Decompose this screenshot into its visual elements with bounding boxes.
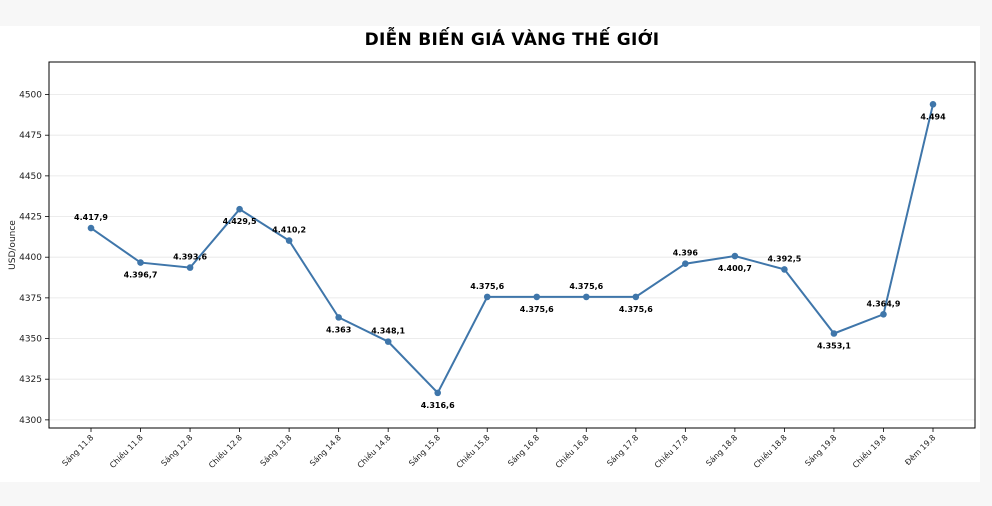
data-label: 4.396 — [673, 249, 699, 258]
data-point — [880, 310, 887, 318]
data-point — [384, 338, 392, 345]
y-tick-label: 4500 — [19, 91, 42, 101]
data-label: 4.393,6 — [173, 253, 207, 262]
data-label: 4.375,6 — [470, 282, 504, 291]
x-tick-label: Sáng 13.8 — [259, 433, 294, 468]
y-tick-label: 4400 — [19, 253, 42, 263]
x-tick-label: Sáng 14.8 — [308, 433, 343, 468]
data-point — [533, 293, 541, 301]
data-point — [781, 266, 788, 273]
data-label: 4.348,1 — [371, 327, 405, 336]
data-label: 4.375,6 — [520, 305, 554, 314]
data-point — [434, 389, 442, 397]
data-label: 4.410,2 — [272, 226, 306, 235]
x-tick-label: Sáng 18.8 — [704, 433, 739, 468]
x-tick-label: Chiều 17.8 — [652, 432, 690, 470]
data-labels: 4.417,9 4.396,7 4.393,6 4.429,5 4.410,2 4.363… — [74, 112, 946, 410]
x-tick-label: Sáng 17.8 — [605, 433, 640, 468]
y-tick-label: 4425 — [19, 213, 42, 223]
chart-title: DIỄN BIẾN GIÁ VÀNG THẾ GIỚI — [364, 30, 660, 50]
chart-background — [0, 26, 980, 482]
data-point — [830, 330, 838, 337]
x-tick-label: Chiều 15.8 — [454, 432, 492, 470]
plot-area — [48, 61, 976, 429]
x-tick-label: Chiều 18.8 — [751, 432, 789, 470]
x-tick-label: Sáng 16.8 — [506, 433, 541, 468]
data-point — [335, 314, 342, 321]
x-tick-label: Chiều 19.8 — [850, 432, 888, 470]
x-axis-ticks: Sáng 11.8 Chiều 11.8 Sáng 12.8 Chiều 12.8 Sá… — [60, 428, 937, 470]
x-tick-label: Sáng 11.8 — [60, 433, 95, 468]
series-line — [90, 104, 934, 395]
data-label: 4.417,9 — [74, 213, 108, 222]
data-label: 4.400,7 — [718, 264, 752, 273]
data-point — [582, 293, 590, 301]
data-point — [632, 293, 640, 301]
data-label: 4.353,1 — [817, 341, 851, 350]
y-tick-label: 4450 — [19, 172, 42, 182]
x-tick-label: Chiều 16.8 — [553, 432, 591, 470]
x-tick-label: Chiều 14.8 — [355, 432, 393, 470]
data-label: 4.429,5 — [223, 217, 257, 226]
data-label: 4.364,9 — [867, 299, 901, 308]
data-point — [483, 293, 491, 301]
data-label: 4.363 — [326, 325, 351, 334]
x-tick-label: Sáng 15.8 — [407, 433, 442, 468]
data-point — [929, 100, 937, 108]
x-tick-label: Chiều 12.8 — [206, 432, 244, 470]
data-label: 4.396,7 — [124, 271, 158, 280]
y-tick-label: 4300 — [19, 416, 42, 426]
y-tick-label: 4350 — [19, 335, 42, 345]
data-label: 4.375,6 — [569, 282, 603, 291]
data-points — [87, 100, 937, 397]
x-tick-label: Chiều 11.8 — [107, 432, 145, 470]
data-point — [137, 259, 144, 266]
x-tick-label: Sáng 12.8 — [159, 433, 194, 468]
y-tick-label: 4375 — [19, 294, 42, 304]
data-point — [285, 237, 293, 244]
y-tick-label: 4475 — [19, 131, 42, 141]
data-point — [87, 224, 95, 232]
y-axis-label: USD/ounce — [8, 220, 18, 270]
data-label: 4.392,5 — [767, 254, 801, 263]
data-label: 4.494 — [920, 112, 946, 121]
data-label: 4.316,6 — [421, 401, 455, 410]
x-tick-label: Sáng 19.8 — [803, 433, 838, 468]
data-point — [186, 264, 194, 271]
data-point — [236, 205, 243, 213]
y-axis-ticks: 4300 4325 4350 4375 4400 4425 4450 4475 4500 — [19, 91, 49, 426]
y-tick-label: 4325 — [19, 375, 42, 385]
data-label: 4.375,6 — [619, 305, 653, 314]
data-point — [682, 260, 689, 268]
data-point — [731, 252, 739, 260]
grid-lines — [49, 94, 975, 421]
x-tick-label: Đêm 19.8 — [903, 432, 938, 467]
